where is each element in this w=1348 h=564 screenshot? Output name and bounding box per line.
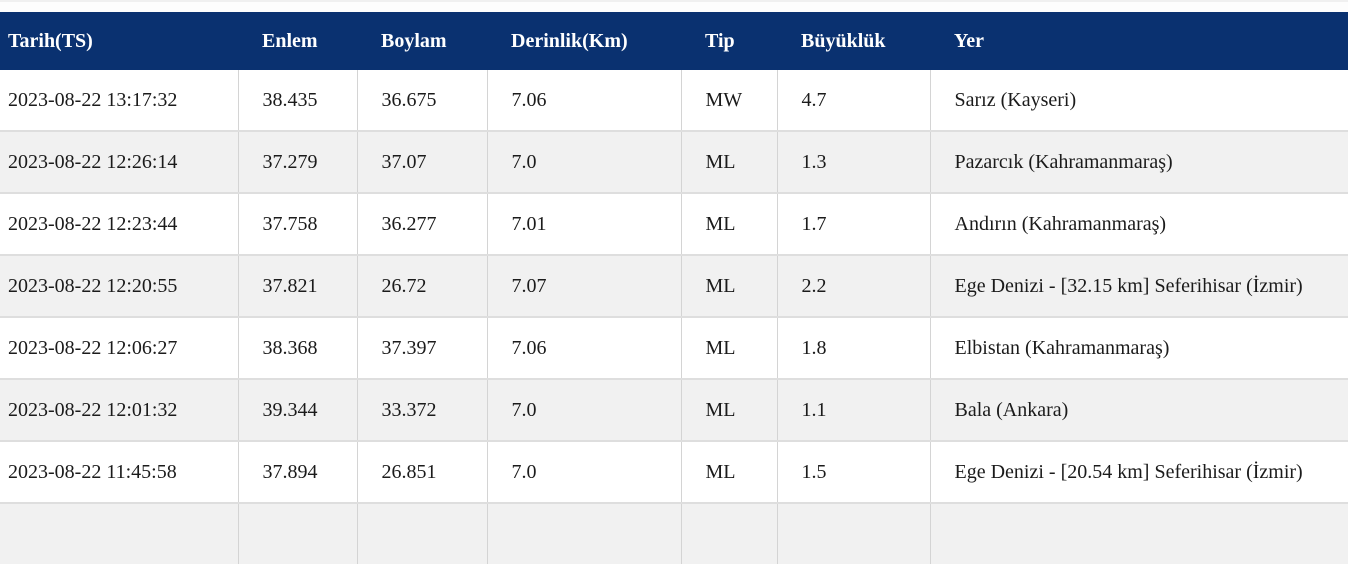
cell-yer: Sarız (Kayseri)	[930, 70, 1348, 131]
column-header-enlem: Enlem	[238, 12, 357, 70]
cell-tarih: 2023-08-22 12:20:55	[0, 254, 239, 317]
cell-yer: Andırın (Kahramanmaraş)	[930, 192, 1348, 255]
cell-buyukluk-empty	[777, 502, 931, 564]
cell-buyukluk: 1.7	[777, 192, 931, 255]
cell-boylam: 37.397	[357, 316, 488, 379]
cell-yer: Ege Denizi - [32.15 km] Seferihisar (İzm…	[930, 254, 1348, 317]
table-row: 2023-08-22 12:26:14 37.279 37.07 7.0 ML 1.3 Pa…	[0, 130, 1348, 193]
cell-tarih: 2023-08-22 12:06:27	[0, 316, 239, 379]
cell-buyukluk: 1.5	[777, 440, 931, 503]
cell-tip: ML	[681, 316, 778, 379]
cell-derinlik: 7.0	[487, 378, 682, 441]
cell-boylam: 36.277	[357, 192, 488, 255]
cell-boylam: 26.851	[357, 440, 488, 503]
cell-yer: Ege Denizi - [20.54 km] Seferihisar (İzm…	[930, 440, 1348, 503]
table-row: 2023-08-22 12:06:27 38.368 37.397 7.06 ML 1.8…	[0, 316, 1348, 379]
cell-tip: ML	[681, 440, 778, 503]
cell-tip: MW	[681, 70, 778, 131]
column-header-yer: Yer	[930, 12, 1348, 70]
table-row-partial	[0, 502, 1348, 564]
cell-yer: Elbistan (Kahramanmaraş)	[930, 316, 1348, 379]
cell-yer-empty	[930, 502, 1348, 564]
cell-boylam: 33.372	[357, 378, 488, 441]
cell-yer: Bala (Ankara)	[930, 378, 1348, 441]
cell-derinlik: 7.06	[487, 316, 682, 379]
cell-derinlik-empty	[487, 502, 682, 564]
cell-buyukluk: 1.3	[777, 130, 931, 193]
cell-boylam: 37.07	[357, 130, 488, 193]
table-row: 2023-08-22 11:45:58 37.894 26.851 7.0 ML 1.5 E…	[0, 440, 1348, 503]
cell-derinlik: 7.07	[487, 254, 682, 317]
cell-tarih: 2023-08-22 12:23:44	[0, 192, 239, 255]
cell-enlem-empty	[238, 502, 358, 564]
cell-tip: ML	[681, 378, 778, 441]
cell-tip: ML	[681, 192, 778, 255]
cell-enlem: 37.279	[238, 130, 358, 193]
table-row: 2023-08-22 12:20:55 37.821 26.72 7.07 ML 2.2 E…	[0, 254, 1348, 317]
cell-boylam-empty	[357, 502, 488, 564]
cell-buyukluk: 4.7	[777, 70, 931, 131]
cell-tarih: 2023-08-22 11:45:58	[0, 440, 239, 503]
column-header-buyukluk: Büyüklük	[777, 12, 930, 70]
cell-buyukluk: 1.8	[777, 316, 931, 379]
column-header-derinlik: Derinlik(Km)	[487, 12, 681, 70]
cell-enlem: 37.821	[238, 254, 358, 317]
table-row: 2023-08-22 12:01:32 39.344 33.372 7.0 ML 1.1 B…	[0, 378, 1348, 441]
cell-derinlik: 7.0	[487, 440, 682, 503]
cell-tarih: 2023-08-22 13:17:32	[0, 70, 239, 131]
cell-enlem: 37.758	[238, 192, 358, 255]
cell-tarih: 2023-08-22 12:26:14	[0, 130, 239, 193]
column-header-boylam: Boylam	[357, 12, 487, 70]
earthquake-table: Tarih(TS) Enlem Boylam Derinlik(Km) Tip Büyük…	[0, 12, 1348, 564]
column-header-tip: Tip	[681, 12, 777, 70]
cell-enlem: 39.344	[238, 378, 358, 441]
cell-tarih: 2023-08-22 12:01:32	[0, 378, 239, 441]
table-body: 2023-08-22 13:17:32 38.435 36.675 7.06 MW 4.7…	[0, 70, 1348, 564]
cell-tip-empty	[681, 502, 778, 564]
table-row: 2023-08-22 12:23:44 37.758 36.277 7.01 ML 1.7…	[0, 192, 1348, 255]
cell-enlem: 38.368	[238, 316, 358, 379]
column-header-tarih: Tarih(TS)	[0, 12, 238, 70]
cell-enlem: 37.894	[238, 440, 358, 503]
cell-derinlik: 7.0	[487, 130, 682, 193]
top-strip	[0, 0, 1348, 12]
cell-tarih-empty	[0, 502, 239, 564]
cell-buyukluk: 1.1	[777, 378, 931, 441]
cell-buyukluk: 2.2	[777, 254, 931, 317]
cell-derinlik: 7.06	[487, 70, 682, 131]
cell-yer: Pazarcık (Kahramanmaraş)	[930, 130, 1348, 193]
table-header: Tarih(TS) Enlem Boylam Derinlik(Km) Tip Büyük…	[0, 12, 1348, 70]
cell-enlem: 38.435	[238, 70, 358, 131]
cell-boylam: 36.675	[357, 70, 488, 131]
cell-boylam: 26.72	[357, 254, 488, 317]
table-header-row: Tarih(TS) Enlem Boylam Derinlik(Km) Tip Büyük…	[0, 12, 1348, 70]
cell-tip: ML	[681, 254, 778, 317]
cell-tip: ML	[681, 130, 778, 193]
table-row: 2023-08-22 13:17:32 38.435 36.675 7.06 MW 4.7…	[0, 70, 1348, 131]
cell-derinlik: 7.01	[487, 192, 682, 255]
